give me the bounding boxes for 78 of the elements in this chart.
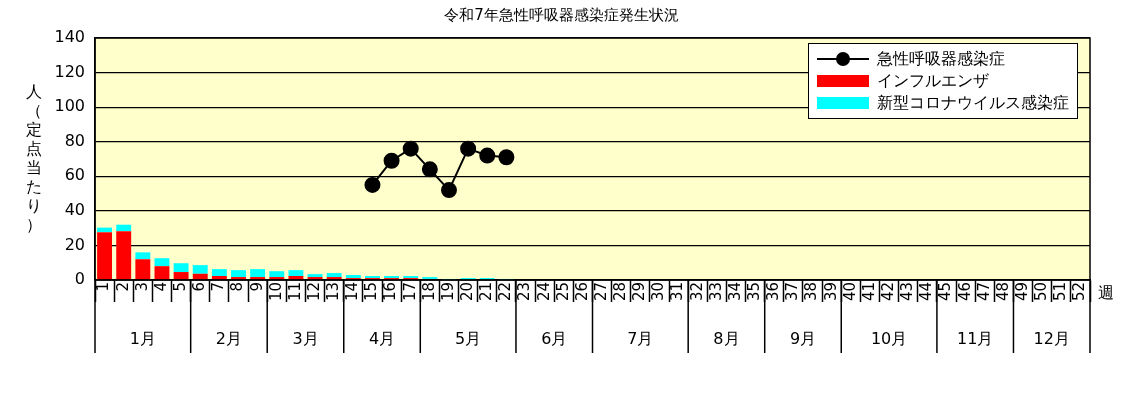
x-tick-label: 18	[419, 282, 438, 302]
chart-title: 令和7年急性呼吸器感染症発生状況	[443, 6, 680, 25]
x-tick-label: 16	[381, 282, 400, 302]
x-tick-label: 25	[553, 282, 572, 302]
x-tick-label: 14	[343, 282, 362, 302]
y-tick-label: 100	[54, 96, 85, 116]
text: 9月	[789, 329, 817, 349]
x-tick-label: 28	[611, 282, 630, 302]
x-tick-label: 32	[687, 282, 706, 302]
legend-label: インフルエンザ	[877, 70, 989, 92]
x-tick-label: 41	[859, 282, 878, 302]
x-tick-label: 2	[113, 282, 132, 292]
x-tick-label: 39	[821, 282, 840, 302]
y-tick-label: 140	[54, 27, 85, 47]
x-tick-label: 37	[783, 282, 802, 302]
y-tick-label: 120	[54, 61, 85, 81]
legend-label: 急性呼吸器感染症	[877, 48, 1005, 70]
x-tick-label: 29	[630, 282, 649, 302]
x-tick-label: 33	[706, 282, 725, 302]
x-tick-label: 27	[591, 282, 610, 302]
text: 11月	[957, 329, 994, 349]
text: 10月	[870, 329, 908, 349]
x-tick-label: 38	[802, 282, 821, 302]
x-tick-label: 13	[324, 282, 343, 302]
legend-label: 新型コロナウイルス感染症	[877, 92, 1069, 114]
x-tick-label: 3	[132, 282, 151, 292]
x-tick-label: 10	[266, 282, 285, 302]
text: 4月	[368, 329, 396, 349]
text: 5月	[455, 329, 482, 349]
x-tick-label: 51	[1051, 282, 1070, 302]
x-tick-label: 36	[764, 282, 783, 302]
x-tick-label: 19	[438, 282, 457, 302]
x-tick-label: 4	[151, 282, 170, 292]
x-tick-label: 30	[649, 282, 668, 302]
x-tick-label: 9	[247, 282, 266, 292]
text: 2月	[215, 329, 243, 349]
x-axis-title: 週	[1098, 283, 1114, 303]
x-tick-label: 12	[304, 282, 323, 302]
x-tick-label: 11	[285, 282, 304, 302]
text: 6月	[541, 329, 568, 349]
text: 7月	[627, 329, 654, 349]
y-tick-label: 20	[64, 234, 85, 254]
text: 1月	[129, 329, 156, 349]
x-tick-label: 21	[477, 282, 496, 302]
text: 8月	[713, 329, 740, 349]
y-tick-label: 60	[64, 165, 85, 185]
text: 12月	[1033, 329, 1070, 349]
x-tick-label: 31	[668, 282, 687, 302]
x-tick-label: 52	[1070, 282, 1089, 302]
x-tick-label: 8	[228, 282, 247, 292]
x-tick-label: 50	[1032, 282, 1051, 302]
x-tick-label: 24	[534, 282, 553, 302]
x-tick-label: 45	[936, 282, 955, 302]
y-tick-label: 40	[64, 200, 85, 220]
y-axis-title: 人（定点当たり）	[25, 82, 43, 234]
y-tick-label: 0	[74, 269, 85, 289]
x-tick-label: 46	[955, 282, 974, 302]
x-tick-label: 23	[515, 282, 534, 302]
x-tick-label: 22	[496, 282, 515, 302]
x-tick-label: 7	[209, 282, 228, 292]
y-tick-label: 80	[64, 130, 85, 150]
x-tick-label: 43	[898, 282, 917, 302]
x-tick-label: 35	[745, 282, 764, 302]
x-tick-label: 17	[400, 282, 419, 302]
x-tick-label: 47	[974, 282, 993, 302]
x-tick-label: 40	[840, 282, 859, 302]
x-tick-label: 20	[458, 282, 477, 302]
x-tick-label: 6	[190, 282, 209, 292]
x-tick-label: 26	[572, 282, 591, 302]
x-tick-label: 42	[878, 282, 897, 302]
x-tick-label: 5	[171, 282, 189, 292]
x-tick-label: 48	[993, 282, 1012, 302]
x-tick-label: 1	[94, 282, 113, 292]
x-tick-label: 44	[917, 282, 936, 302]
x-tick-label: 15	[362, 282, 381, 302]
text: 3月	[292, 329, 319, 349]
x-tick-label: 49	[1012, 282, 1031, 302]
x-tick-label: 34	[725, 282, 744, 302]
